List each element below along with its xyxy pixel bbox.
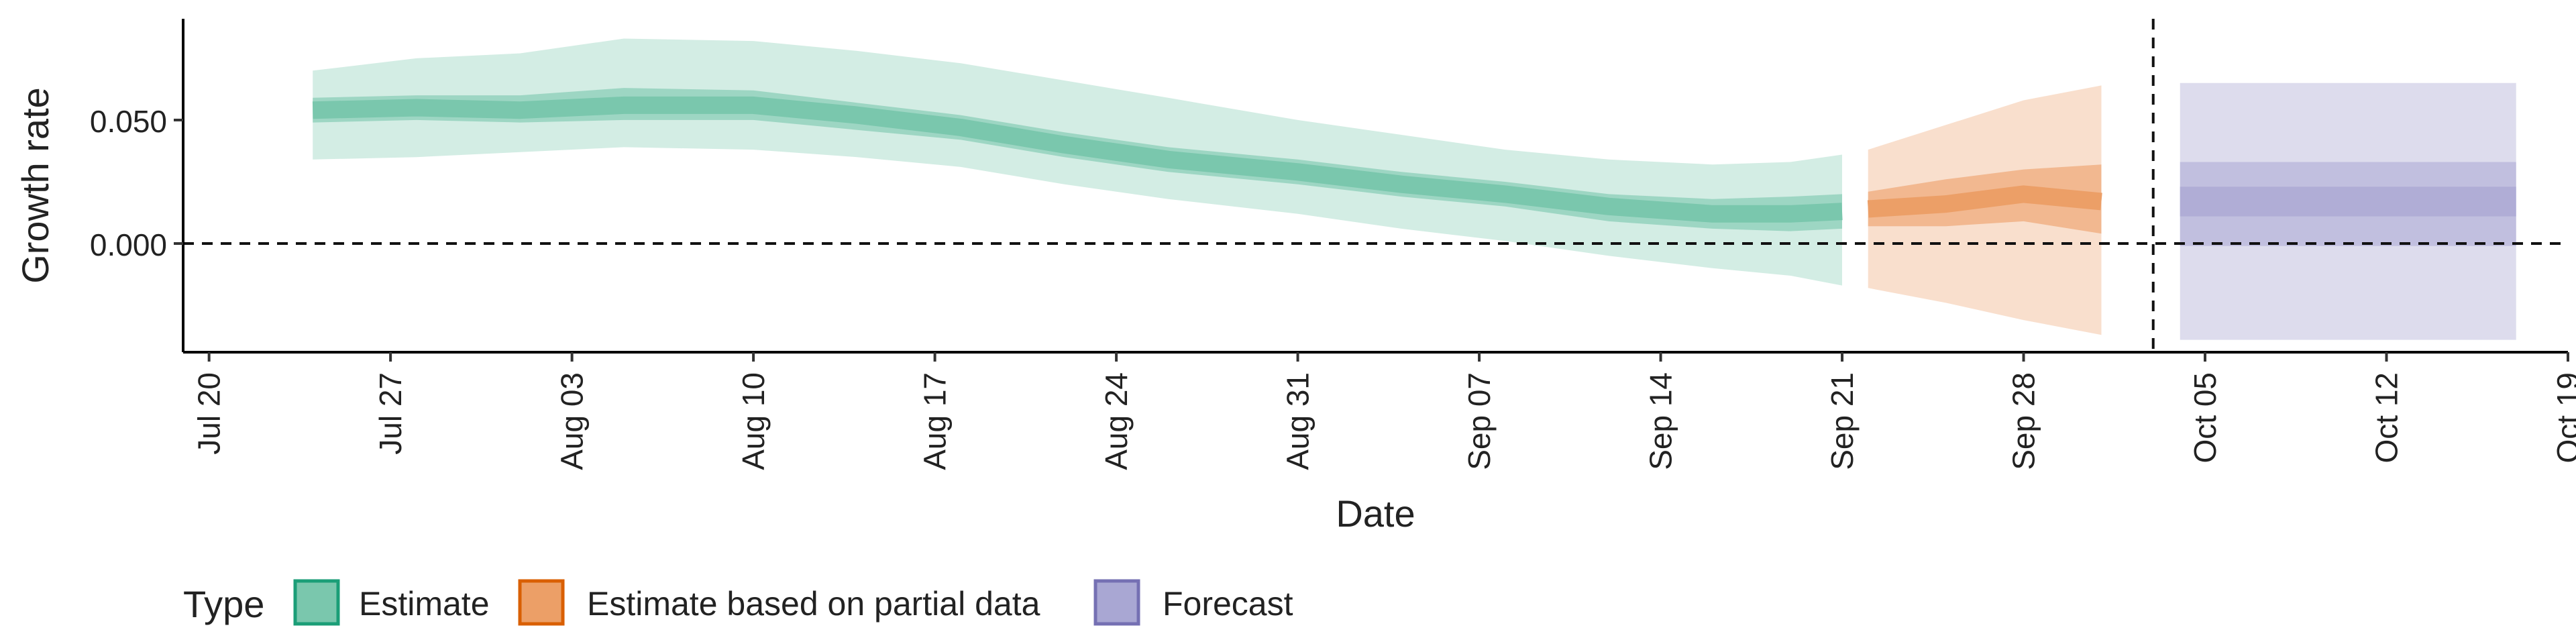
legend-item: Forecast — [1093, 579, 1293, 626]
y-axis-label: Growth rate — [14, 87, 56, 284]
x-tick-label: Oct 12 — [2369, 372, 2404, 464]
x-tick-label: Oct 05 — [2188, 372, 2222, 464]
legend-label: Estimate based on partial data — [587, 585, 1040, 623]
x-tick-label: Sep 14 — [1644, 372, 1678, 470]
plot-area — [312, 38, 2516, 340]
y-tick-label: 0.050 — [90, 104, 167, 139]
legend-label: Estimate — [359, 585, 490, 623]
median-line — [312, 96, 1843, 223]
x-tick-label: Sep 07 — [1462, 372, 1497, 470]
x-tick-label: Oct 19 — [2551, 372, 2576, 464]
x-tick-label: Sep 28 — [2006, 372, 2041, 470]
reference-lines — [183, 19, 2568, 352]
median-line — [1867, 185, 2102, 218]
x-tick-label: Sep 21 — [1825, 372, 1860, 470]
series-estimate-based-on-partial-data — [1867, 85, 2102, 335]
legend-title: Type — [183, 583, 264, 625]
series-estimate — [312, 38, 1843, 286]
legend-item: Estimate based on partial data — [518, 579, 1040, 626]
x-tick-label: Jul 27 — [373, 372, 408, 455]
band-inner — [2180, 186, 2516, 217]
x-tick-label: Aug 17 — [918, 372, 953, 470]
y-tick-label: 0.000 — [90, 227, 167, 262]
band-90 — [313, 38, 1843, 286]
series-forecast — [2180, 83, 2516, 340]
x-axis-label: Date — [1336, 492, 1415, 535]
x-tick-label: Aug 24 — [1099, 372, 1134, 470]
x-tick-label: Jul 20 — [192, 372, 227, 455]
legend-key — [518, 579, 565, 626]
legend-key — [1093, 579, 1140, 626]
x-tick-label: Aug 31 — [1281, 372, 1316, 470]
x-tick-label: Aug 03 — [555, 372, 590, 470]
legend-key — [293, 579, 340, 626]
legend-label: Forecast — [1163, 585, 1293, 623]
axes: 0.000 0.050 Jul 20 Jul 27 Aug 03 Aug 10 Aug 17… — [90, 19, 2576, 470]
legend: Type Estimate Estimate based on partial d… — [183, 579, 1293, 626]
legend-item: Estimate — [293, 579, 490, 626]
x-tick-label: Aug 10 — [736, 372, 771, 470]
